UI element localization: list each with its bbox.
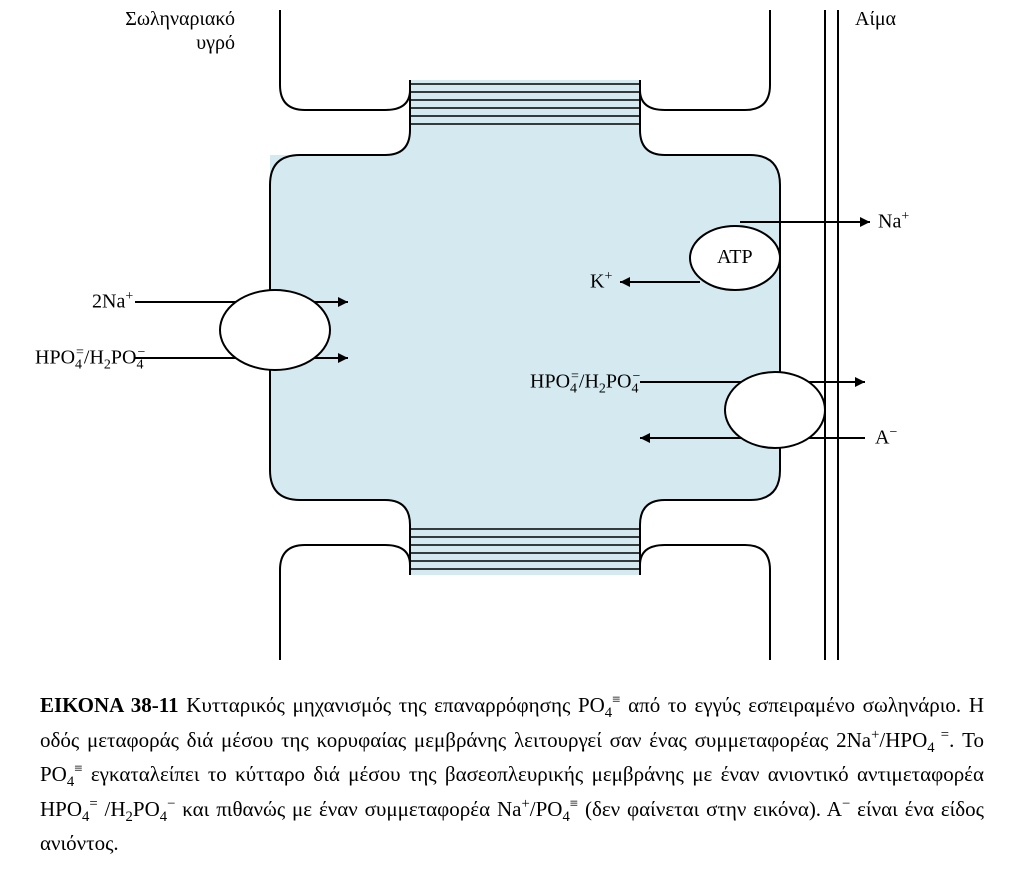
label-blood: Αίμα <box>855 8 896 31</box>
label-hpo4-right: HPO4=/H2PO4− <box>530 369 640 398</box>
label-na-right: Na+ <box>878 209 909 234</box>
diagram-svg <box>0 0 1024 680</box>
caption-fig-label: ΕΙΚΟΝΑ 38-11 <box>40 693 179 717</box>
label-tubular-fluid-2: υγρό <box>105 32 235 55</box>
label-hpo4-left: HPO4=/H2PO4− <box>35 345 145 374</box>
diagram-canvas: Σωληναριακό υγρό Αίμα 2Na+ HPO4=/H2PO4− … <box>0 0 1024 680</box>
label-tubular-fluid-1: Σωληναριακό <box>105 8 235 31</box>
label-atp: ATP <box>717 246 753 269</box>
label-2na: 2Na+ <box>92 289 133 314</box>
label-k-plus: K+ <box>590 269 612 294</box>
figure-caption: ΕΙΚΟΝΑ 38-11 Κυτταρικός μηχανισμός της ε… <box>0 680 1024 888</box>
label-a-minus: A− <box>875 425 897 450</box>
